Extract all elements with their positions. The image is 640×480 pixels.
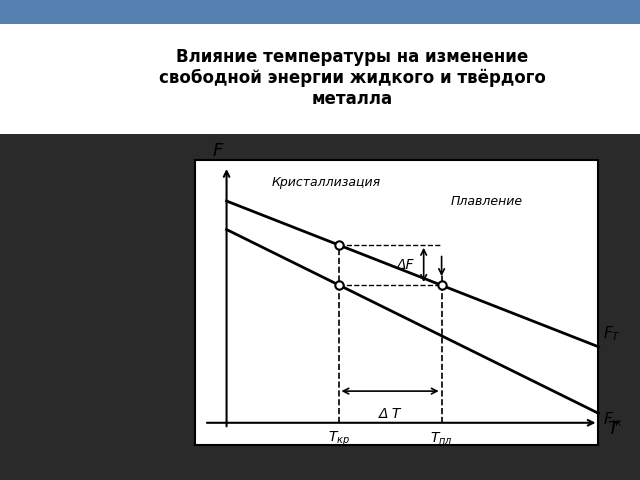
Text: Влияние температуры на изменение
свободной энергии жидкого и твёрдого
металла: Влияние температуры на изменение свободн…	[159, 48, 545, 108]
Text: $F_T$: $F_T$	[603, 325, 621, 343]
Text: $T_{пл}$: $T_{пл}$	[430, 431, 453, 447]
Text: ΔF: ΔF	[397, 258, 415, 272]
Bar	[0, 0, 640, 24]
Text: Плавление: Плавление	[451, 194, 523, 207]
Text: T: T	[607, 420, 618, 438]
Text: Кристаллизация: Кристаллизация	[271, 176, 381, 189]
Text: $F_ж$: $F_ж$	[603, 410, 623, 429]
Text: Δ T: Δ T	[379, 407, 401, 421]
Text: $T_{кр}$: $T_{кр}$	[328, 430, 349, 448]
Text: F: F	[212, 142, 223, 160]
